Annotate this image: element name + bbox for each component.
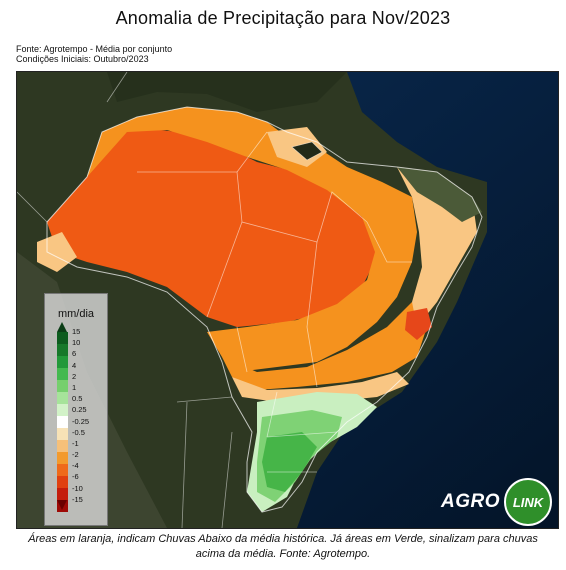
legend-color-segment (57, 332, 68, 344)
legend-color-segment (57, 416, 68, 428)
legend-color-segment (57, 452, 68, 464)
legend-color-segment (57, 488, 68, 500)
brazil-outline (46, 106, 483, 513)
country-borders (17, 72, 233, 528)
legend-color-segment (57, 380, 68, 392)
map-title: Anomalia de Precipitação para Nov/2023 (115, 8, 451, 28)
logo-link-badge: LINK (504, 478, 552, 526)
legend-color-segment (57, 392, 68, 404)
anomaly-deficit-spot-east (405, 308, 432, 340)
source-line: Fonte: Agrotempo - Média por conjunto (16, 44, 173, 54)
northeast-coast-neutral (397, 167, 482, 222)
legend-color-segment (57, 464, 68, 476)
legend-tick-label: -2 (72, 450, 79, 460)
anomaly-surplus-strong (262, 432, 317, 492)
map-caption: Áreas em laranja, indicam Chuvas Abaixo … (28, 533, 538, 560)
logo-agro-text: AGRO (441, 491, 500, 512)
anomaly-deficit-moderate-north (87, 107, 417, 372)
legend-color-segment (57, 476, 68, 488)
north-coast-land (107, 72, 347, 112)
legend-max-arrow (57, 322, 67, 332)
legend-color-segment (57, 368, 68, 380)
legend-tick-label: 2 (72, 371, 77, 381)
legend-color-segment (57, 440, 68, 452)
conditions-line: Condições Iniciais: Outubro/2023 (16, 54, 149, 64)
legend-tick-label: 0.5 (72, 394, 83, 404)
anomaly-deficit-strong (47, 127, 377, 327)
legend-color-segment (57, 344, 68, 356)
legend-tick-label: -0.25 (72, 416, 90, 426)
legend-tick-label: -10 (72, 483, 83, 493)
legend-color-segment (57, 428, 68, 440)
map-metadata: Fonte: Agrotempo - Média por conjunto Co… (16, 44, 172, 64)
legend-tick-label: -4 (72, 461, 79, 471)
legend-color-segment (57, 356, 68, 368)
marajo-island (291, 141, 323, 161)
state-borders (137, 131, 412, 473)
legend-min-arrow (57, 500, 67, 510)
agrolink-logo: AGRO LINK (441, 478, 552, 526)
precipitation-map: mm/dia 15 10 6 4 2 1 0.5 0.25 -0.25 -0.5 -1 -2 -4 -6-… (16, 71, 559, 529)
legend-color-segment (57, 404, 68, 416)
color-legend: mm/dia 15 10 6 4 2 1 0.5 0.25 -0.25 -0.5 -1 -2 -4 -6-… (44, 293, 108, 526)
legend-tick-label: -6 (72, 472, 79, 482)
legend-tick-label: 0.25 (72, 405, 87, 415)
legend-tick-labels: 15 10 6 4 2 1 0.5 0.25 -0.25 -0.5 -1 -2 -4 -6 -10 -15 (72, 327, 104, 504)
anomaly-deficit-moderate-south (222, 302, 427, 390)
legend-unit: mm/dia (57, 308, 95, 320)
legend-tick-label: 10 (72, 338, 81, 348)
legend-tick-label: 6 (72, 349, 77, 359)
legend-tick-label: -0.5 (72, 427, 85, 437)
legend-color-bar (57, 332, 68, 512)
legend-tick-label: 4 (72, 360, 77, 370)
legend-tick-label: 1 (72, 382, 77, 392)
legend-tick-label: -1 (72, 438, 79, 448)
legend-tick-label: 15 (72, 327, 81, 336)
